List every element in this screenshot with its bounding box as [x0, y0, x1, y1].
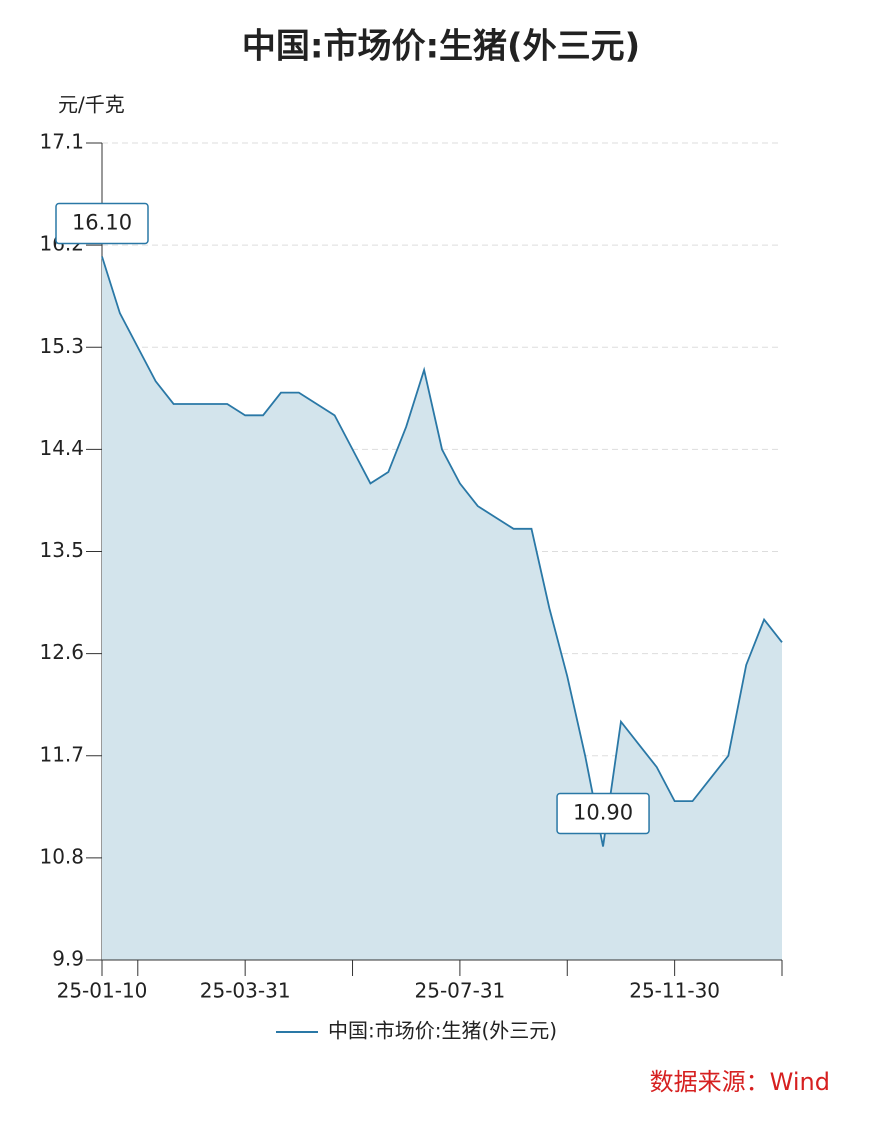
- value-label-box: [556, 792, 650, 835]
- x-tick-label: 25-01-10: [57, 979, 148, 1003]
- y-tick-label: 17.1: [39, 130, 84, 154]
- y-tick-label: 9.9: [52, 947, 84, 971]
- x-tick-label: 25-11-30: [629, 979, 720, 1003]
- y-tick-label: 13.5: [39, 538, 84, 562]
- y-axis-label: 元/千克: [58, 93, 125, 117]
- y-tick-label: 14.4: [39, 436, 84, 460]
- legend-label: 中国:市场价:生猪(外三元): [328, 1019, 557, 1043]
- value-label-box: [55, 202, 149, 245]
- x-tick-label: 25-07-31: [415, 979, 506, 1003]
- value-label: 16.10: [72, 210, 132, 234]
- x-tick-label: 25-03-31: [200, 979, 291, 1003]
- line: [101, 256, 783, 847]
- value-label: 10.90: [573, 801, 633, 825]
- y-tick-label: 12.6: [39, 640, 84, 664]
- chart-title: 中国:市场价:生猪(外三元): [242, 27, 640, 67]
- y-tick-label: 10.8: [39, 844, 84, 868]
- y-tick-label: 15.3: [39, 334, 84, 358]
- y-tick-label: 11.7: [39, 742, 84, 766]
- area: [102, 256, 782, 960]
- source-note: 数据来源：Wind: [650, 1068, 830, 1096]
